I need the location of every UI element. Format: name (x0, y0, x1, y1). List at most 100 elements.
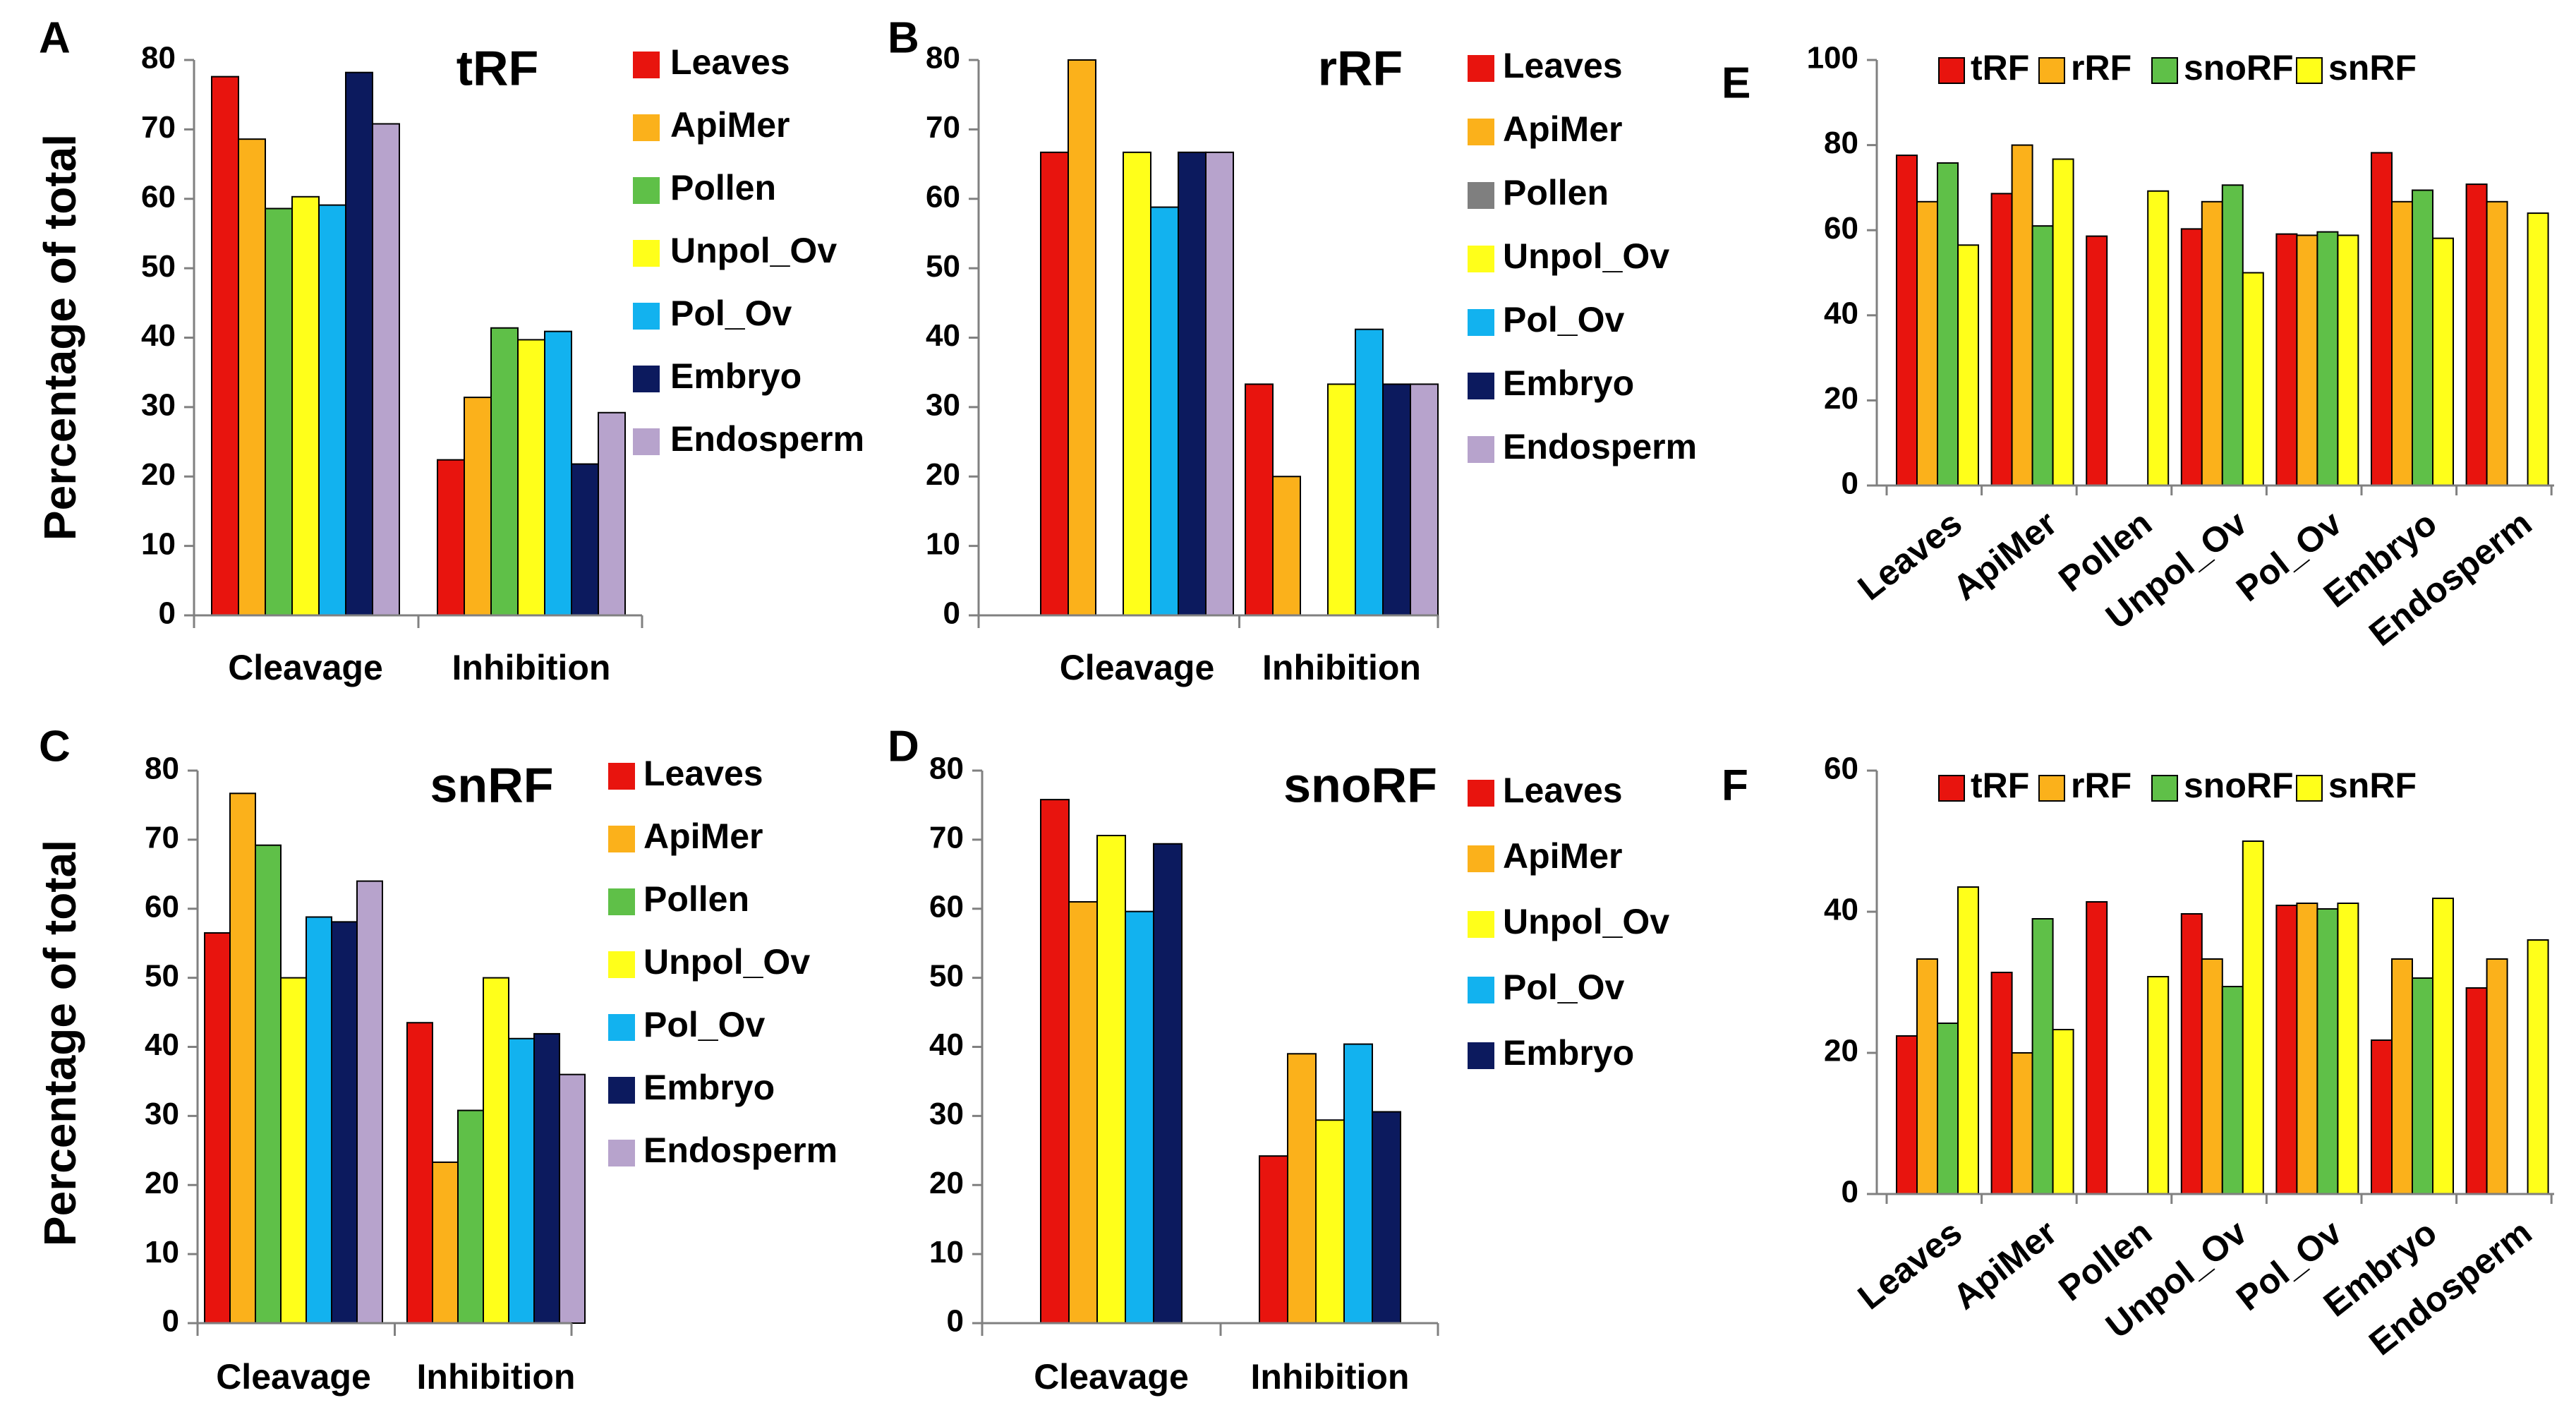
y-tick-label: 30 (926, 388, 960, 423)
legend-label-snrf: snRF (2328, 48, 2417, 88)
legend-swatch-apimer (633, 114, 660, 141)
legend-swatch-apimer (608, 826, 635, 852)
y-tick-label: 20 (1824, 381, 1858, 416)
bar-apimer-cleavage (238, 138, 266, 616)
bar-rrf-pol_ov (2296, 234, 2318, 486)
legend-swatch-leaves (1468, 780, 1494, 807)
bar-trf-pollen (2086, 235, 2108, 486)
legend-label-pol_ov: Pol_Ov (1503, 967, 1624, 1007)
bar-pol_ov-cleavage (1150, 206, 1179, 616)
bar-trf-endosperm (2465, 183, 2488, 486)
legend-swatch-embryo (1468, 373, 1494, 399)
legend-swatch-pollen (633, 177, 660, 204)
legend-label-pollen: Pollen (643, 879, 749, 919)
x-category-label: Cleavage (228, 648, 383, 687)
bar-snrf-apimer (2052, 1029, 2074, 1195)
legend-swatch-embryo (1468, 1042, 1494, 1069)
bar-apimer-inhibition (464, 397, 492, 616)
y-tick-label: 60 (141, 179, 176, 214)
legend-label-embryo: Embryo (1503, 363, 1634, 403)
y-tick-label: 20 (141, 457, 176, 492)
bar-endosperm-cleavage (1205, 151, 1234, 616)
chart-title: snRF (430, 757, 554, 812)
bar-snorf-unpol_ov (2221, 184, 2244, 486)
x-category-label: Leaves (1851, 503, 1969, 608)
legend-label-pollen: Pollen (670, 168, 776, 207)
x-category-label: Inhibition (452, 648, 611, 687)
legend-label-endosperm: Endosperm (643, 1130, 837, 1170)
y-tick-label: 60 (926, 179, 960, 214)
legend-swatch-endosperm (1468, 436, 1494, 463)
bar-snrf-pollen (2147, 976, 2170, 1195)
panel-e: E020406080100LeavesApiMerPollenUnpol_OvP… (1722, 41, 2554, 653)
bar-embryo-cleavage (345, 71, 373, 616)
y-tick-label: 70 (141, 110, 176, 145)
legend-swatch-pol_ov (1468, 977, 1494, 1003)
bar-embryo-inhibition (1372, 1111, 1401, 1324)
y-tick-label: 40 (926, 318, 960, 353)
bar-endosperm-cleavage (356, 880, 383, 1324)
y-tick-label: 30 (141, 388, 176, 423)
bar-rrf-embryo (2391, 200, 2413, 486)
bar-trf-leaves (1896, 155, 1918, 487)
bar-unpol_ov-inhibition (483, 977, 509, 1324)
legend-label-endosperm: Endosperm (670, 419, 864, 459)
legend-label-leaves: Leaves (643, 754, 763, 793)
y-axis-label: Percentage of total (35, 134, 85, 541)
bar-pollen-inhibition (490, 327, 519, 616)
y-tick-label: 10 (141, 526, 176, 561)
bar-rrf-unpol_ov (2201, 200, 2223, 486)
y-tick-label: 80 (929, 752, 964, 786)
bar-pollen-inhibition (457, 1109, 484, 1325)
bar-snrf-leaves (1957, 244, 1979, 486)
panel-letter-a: A (39, 13, 71, 62)
legend-label-pol_ov: Pol_Ov (1503, 300, 1624, 339)
bar-unpol_ov-cleavage (280, 977, 307, 1324)
y-tick-label: 70 (929, 821, 964, 855)
legend-label-snrf: snRF (2328, 766, 2417, 805)
x-category-label: Endosperm (2362, 503, 2539, 653)
bar-endosperm-cleavage (372, 123, 400, 616)
legend-swatch-snrf (2296, 775, 2323, 802)
y-tick-label: 0 (947, 1304, 964, 1339)
bar-pol_ov-inhibition (1343, 1043, 1373, 1324)
panel-c: C Percentage of total snRF 0 10 20 30 40 50 60 70 8… (35, 722, 837, 1397)
y-tick-label: 20 (929, 1166, 964, 1200)
bar-trf-embryo (2371, 152, 2393, 486)
bar-leaves-cleavage (1040, 151, 1069, 616)
panel-letter-e: E (1722, 59, 1750, 107)
bar-rrf-apimer (2011, 144, 2033, 486)
legend-swatch-endosperm (633, 428, 660, 455)
legend-swatch-trf (1938, 57, 1965, 84)
bar-apimer-inhibition (1272, 476, 1301, 616)
legend-label-apimer: ApiMer (1503, 109, 1622, 149)
bar-snrf-endosperm (2527, 939, 2549, 1195)
legend-swatch-apimer (1468, 845, 1494, 872)
bar-rrf-pol_ov (2296, 903, 2318, 1195)
bar-snrf-embryo (2432, 898, 2454, 1195)
bar-snrf-pol_ov (2337, 903, 2359, 1195)
bar-apimer-cleavage (229, 792, 256, 1324)
bar-embryo-cleavage (331, 921, 358, 1324)
legend-label-embryo: Embryo (1503, 1033, 1634, 1073)
bar-snrf-unpol_ov (2242, 840, 2264, 1195)
bar-snrf-pol_ov (2337, 234, 2359, 486)
bar-unpol_ov-inhibition (517, 339, 545, 616)
y-tick-label: 40 (929, 1027, 964, 1062)
legend-swatch-unpol_ov (1468, 246, 1494, 272)
y-tick-label: 80 (926, 41, 960, 76)
bar-leaves-cleavage (1040, 799, 1070, 1325)
legend-label-unpol_ov: Unpol_Ov (643, 942, 810, 982)
bar-unpol_ov-cleavage (1123, 151, 1151, 616)
panel-letter-c: C (39, 722, 71, 771)
y-tick-label: 40 (1824, 296, 1858, 330)
bar-trf-leaves (1896, 1035, 1918, 1195)
panel-f: F0204060LeavesApiMerPollenUnpol_OvPol_Ov… (1722, 752, 2554, 1363)
y-tick-label: 60 (1824, 211, 1858, 246)
legend-label-unpol_ov: Unpol_Ov (670, 231, 837, 270)
bar-trf-pol_ov (2275, 905, 2298, 1195)
y-tick-label: 50 (141, 249, 176, 284)
legend-label-embryo: Embryo (643, 1068, 775, 1107)
bar-leaves-cleavage (204, 932, 231, 1324)
